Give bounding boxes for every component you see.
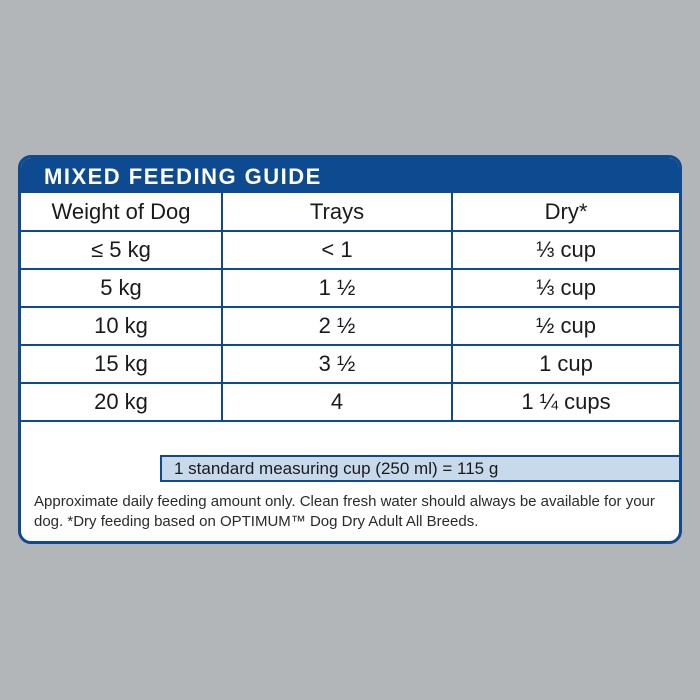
weight-cell: 5 kg: [21, 268, 223, 308]
dry-cell: 1 cup: [451, 344, 679, 384]
column-header-dry: Dry*: [451, 193, 679, 232]
weight-cell: 15 kg: [21, 344, 223, 384]
trays-cell: 1 ½: [221, 268, 453, 308]
table-row: ≤ 5 kg < 1 ⅓ cup: [21, 230, 679, 270]
feeding-guide-card: MIXED FEEDING GUIDE Weight of Dog Trays …: [18, 155, 682, 544]
weight-cell: ≤ 5 kg: [21, 230, 223, 270]
dry-cell: ⅓ cup: [451, 268, 679, 308]
column-header-weight: Weight of Dog: [21, 193, 223, 232]
column-header-trays: Trays: [221, 193, 453, 232]
feeding-table: Weight of Dog Trays Dry* ≤ 5 kg < 1 ⅓ cu…: [21, 193, 679, 422]
trays-cell: 3 ½: [221, 344, 453, 384]
table-row: 15 kg 3 ½ 1 cup: [21, 344, 679, 384]
dry-cell: 1 ¼ cups: [451, 382, 679, 422]
guide-title: MIXED FEEDING GUIDE: [21, 158, 679, 193]
measuring-cup-note: 1 standard measuring cup (250 ml) = 115 …: [160, 455, 679, 482]
trays-cell: 2 ½: [221, 306, 453, 346]
dry-cell: ⅓ cup: [451, 230, 679, 270]
table-header-row: Weight of Dog Trays Dry*: [21, 193, 679, 232]
trays-cell: < 1: [221, 230, 453, 270]
table-row: 10 kg 2 ½ ½ cup: [21, 306, 679, 346]
dry-cell: ½ cup: [451, 306, 679, 346]
weight-cell: 10 kg: [21, 306, 223, 346]
footer-disclaimer: Approximate daily feeding amount only. C…: [34, 493, 655, 530]
trays-cell: 4: [221, 382, 453, 422]
table-row: 20 kg 4 1 ¼ cups: [21, 382, 679, 422]
table-row: 5 kg 1 ½ ⅓ cup: [21, 268, 679, 308]
weight-cell: 20 kg: [21, 382, 223, 422]
